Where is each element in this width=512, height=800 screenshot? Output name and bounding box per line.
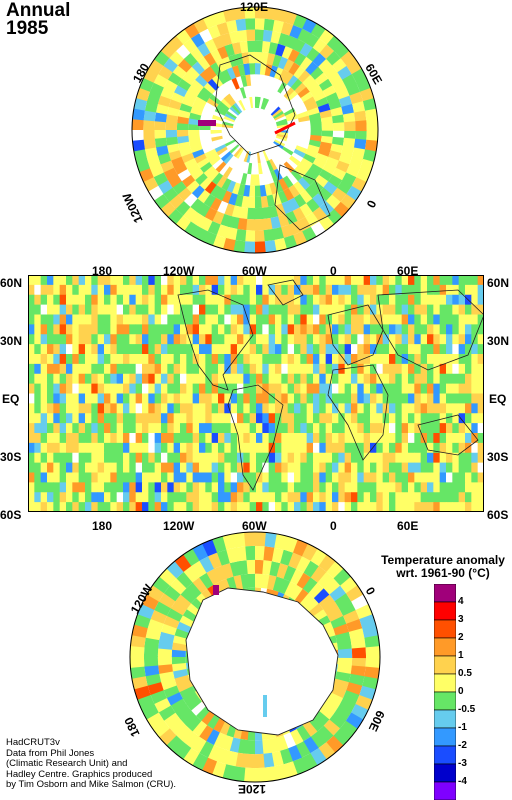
bottom-lon-180: 180 [92,519,113,533]
credits-line1: HadCRUT3v [6,737,60,748]
top-lon-60w: 60W [242,264,267,278]
left-lat-eq: EQ [2,392,20,406]
legend-title: Temperature anomaly wrt. 1961-90 (°C) [368,554,512,580]
top-lon-60e: 60E [397,264,419,278]
legend-label: 1 [458,650,464,661]
right-lat-eq: EQ [489,392,507,406]
world-map [28,275,484,512]
legend-label: -0.5 [458,704,476,715]
top-lon-120w: 120W [163,264,195,278]
credits-line4: Hadley Centre. Graphics produced [6,768,153,780]
legend-title-line1: Temperature anomaly [381,553,505,567]
north-label-120e: 120E [240,0,269,14]
top-lon-0: 0 [330,264,337,278]
legend-label: 0 [458,686,464,697]
top-lon-180: 180 [92,264,113,278]
right-lat-60n: 60N [487,276,510,290]
legend-label: 4 [458,596,464,607]
legend-label: -4 [458,776,467,787]
right-lat-30n: 30N [487,334,510,348]
bottom-lon-0: 0 [330,519,337,533]
left-lat-30n: 30N [0,334,23,348]
legend-label: -2 [458,740,467,751]
bottom-lon-120w: 120W [163,519,195,533]
title-year: 1985 [6,18,49,39]
title-annual: Annual [6,0,71,21]
legend-label: -3 [458,758,467,769]
map-title: Annual 1985 [6,0,71,39]
credits-line5: by Tim Osborn and Mike Salmon (CRU). [6,779,176,790]
north-polar-map [131,6,379,254]
legend-title-line2: wrt. 1961-90 (°C) [396,566,490,580]
left-lat-60n: 60N [0,276,23,290]
left-lat-30s: 30S [0,450,22,464]
legend-colorbar [434,584,456,800]
south-polar-map [129,531,381,783]
bottom-lon-60e: 60E [397,519,419,533]
right-lat-60s: 60S [487,508,509,522]
legend-label: 2 [458,632,464,643]
credits-line2: Data from Phil Jones [6,747,95,759]
south-label-120e: 120E [238,782,267,796]
credits: HadCRUT3v Data from Phil Jones (Climatic… [6,737,176,791]
right-lat-30s: 30S [487,450,509,464]
legend-label: -1 [458,722,467,733]
bottom-lon-60w: 60W [242,519,267,533]
left-lat-60s: 60S [0,508,22,522]
legend-label: 3 [458,614,464,625]
credits-line3: (Climatic Research Unit) and [6,758,128,769]
legend-label: 0.5 [458,668,472,679]
